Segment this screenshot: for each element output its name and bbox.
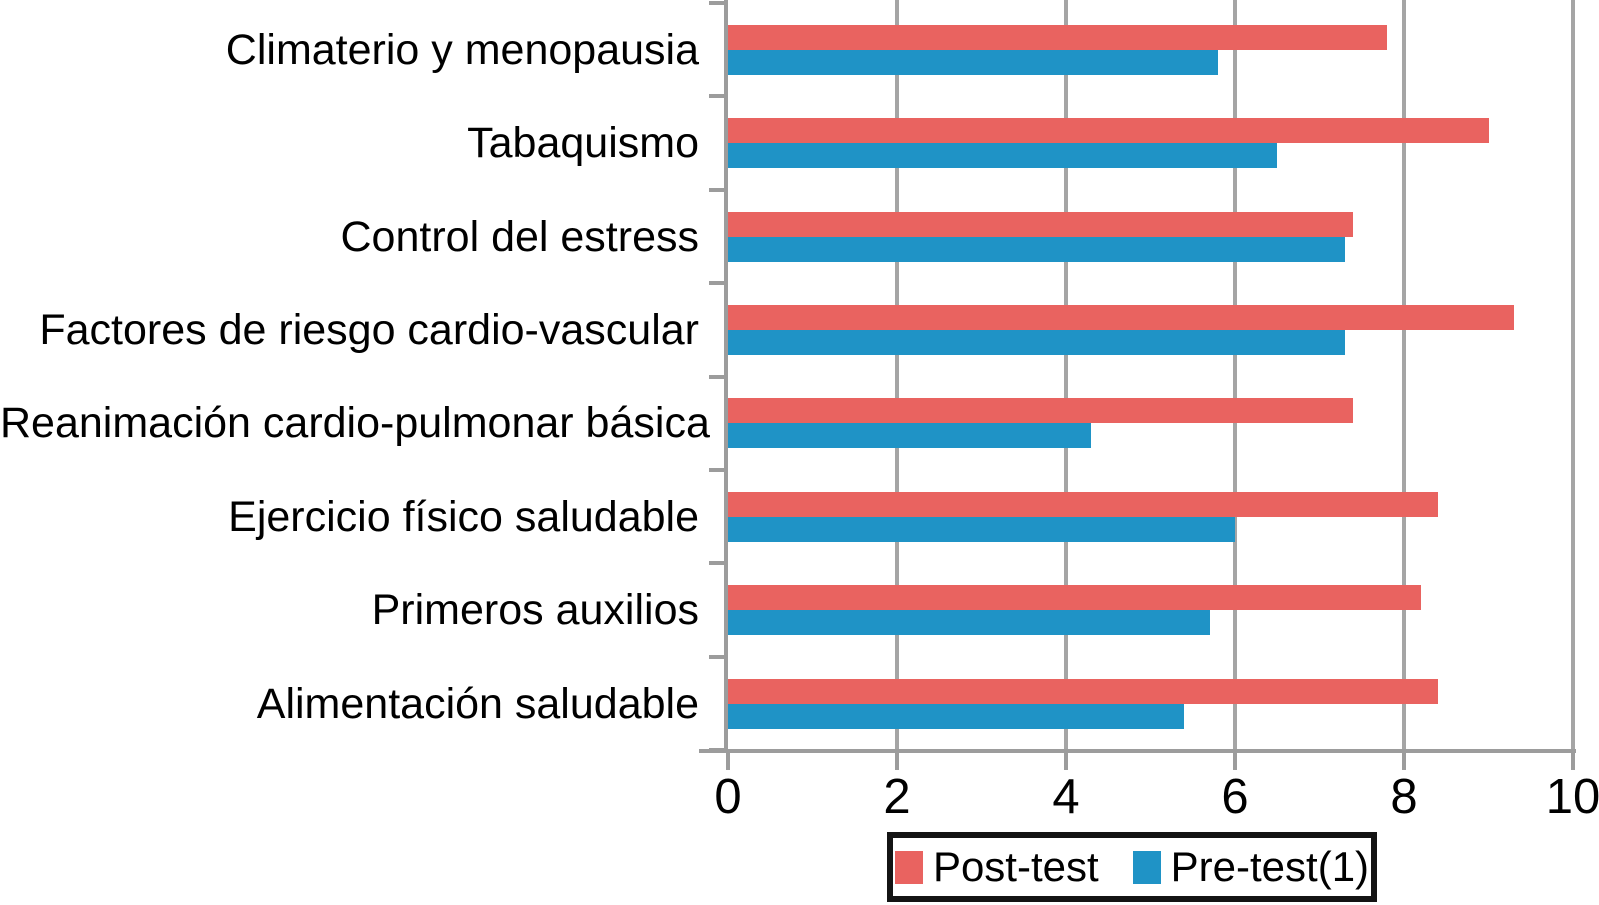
y-axis-tick — [709, 561, 725, 566]
y-axis-tick — [709, 187, 725, 192]
legend-swatch-post-test — [894, 850, 923, 884]
x-tick-label: 10 — [1545, 770, 1599, 824]
bar-post-test — [728, 118, 1489, 144]
gridline-x-6 — [1233, 0, 1237, 750]
bar-pre-test-1 — [728, 610, 1210, 636]
category-label: Factores de riesgo cardio-vascular — [39, 305, 699, 354]
category-label: Control del estress — [340, 212, 700, 261]
y-axis-tick — [709, 468, 725, 472]
x-axis-tick — [895, 751, 899, 770]
gridline-x-4 — [1064, 0, 1068, 750]
x-axis-tick — [1064, 751, 1068, 770]
legend-item-pre-test-1: Pre-test(1) — [1132, 843, 1370, 891]
legend: Post-test Pre-test(1) — [887, 832, 1377, 902]
y-axis-tick — [709, 1, 725, 5]
bar-post-test — [728, 398, 1354, 424]
x-axis-tick — [726, 751, 730, 770]
gridline-x-8 — [1402, 0, 1406, 750]
x-axis — [699, 749, 1576, 753]
x-tick-label: 6 — [1221, 770, 1249, 824]
bar-pre-test-1 — [728, 423, 1092, 449]
y-axis-tick — [709, 374, 725, 379]
bar-post-test — [728, 24, 1388, 50]
bar-pre-test-1 — [728, 49, 1219, 75]
x-tick-label: 8 — [1390, 770, 1418, 824]
gridline-x-2 — [895, 0, 899, 750]
bar-post-test — [728, 678, 1438, 704]
bar-pre-test-1 — [728, 143, 1278, 169]
category-label: Tabaquismo — [467, 119, 699, 168]
category-label: Ejercicio físico saludable — [228, 492, 699, 541]
y-axis-tick — [709, 281, 725, 286]
x-tick-label: 0 — [714, 770, 742, 824]
bar-pre-test-1 — [728, 236, 1345, 262]
y-axis-tick — [709, 654, 725, 659]
bar-pre-test-1 — [728, 703, 1185, 729]
bar-pre-test-1 — [728, 516, 1235, 542]
category-label: Primeros auxilios — [371, 586, 699, 635]
category-label: Alimentación saludable — [256, 679, 699, 728]
x-axis-tick — [1233, 751, 1237, 770]
y-axis-tick — [709, 748, 725, 753]
legend-swatch-pre-test-1 — [1132, 850, 1161, 884]
bar-post-test — [728, 491, 1438, 517]
x-axis-tick — [1571, 751, 1575, 770]
category-label: Climaterio y menopausia — [225, 25, 699, 74]
x-tick-label: 4 — [1052, 770, 1080, 824]
bar-post-test — [728, 585, 1421, 611]
y-axis — [724, 0, 728, 752]
legend-label-post-test: Post-test — [932, 843, 1099, 890]
y-axis-tick — [709, 94, 725, 99]
category-label: Reanimación cardio-pulmonar básica — [0, 399, 710, 448]
bar-pre-test-1 — [728, 329, 1345, 355]
gridline-x-10 — [1571, 0, 1575, 750]
legend-item-post-test: Post-test — [894, 843, 1099, 891]
legend-label-pre-test-1: Pre-test(1) — [1170, 843, 1370, 890]
x-tick-label: 2 — [883, 770, 911, 824]
bar-post-test — [728, 304, 1514, 330]
bar-post-test — [728, 211, 1354, 237]
x-axis-tick — [1402, 751, 1406, 770]
